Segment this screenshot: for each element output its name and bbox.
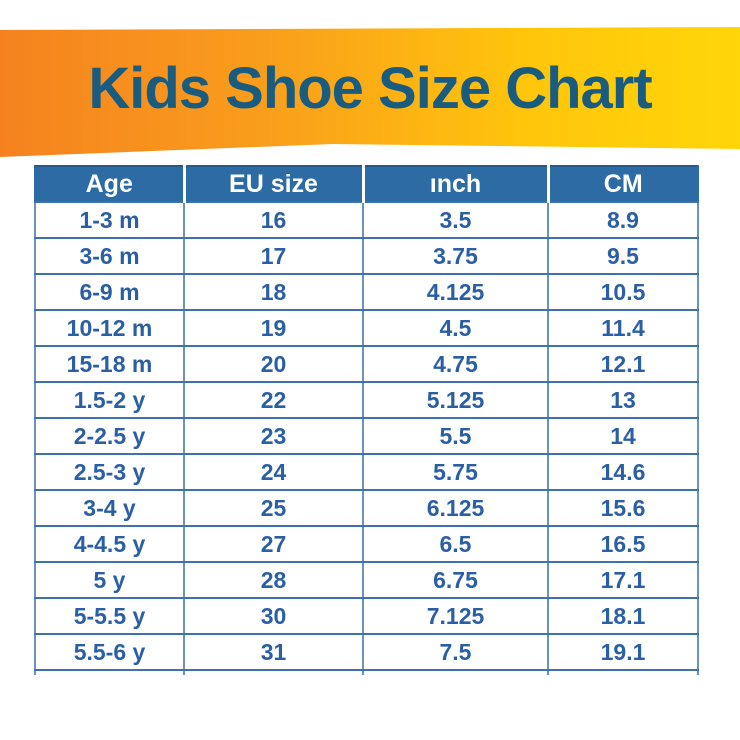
table-cell-eu-size: 30 — [183, 597, 364, 635]
table-cell-age: 6-9 m — [34, 273, 185, 311]
table-cell-age: 4-4.5 y — [34, 525, 185, 563]
table-cell-cm: 14.6 — [547, 453, 699, 491]
table-cell-eu-size: 18 — [183, 273, 364, 311]
table-cell-age: 10-12 m — [34, 309, 185, 347]
table-cell-inch: 6.5 — [362, 525, 549, 563]
table-cell-cm: 19.1 — [547, 633, 699, 671]
table-row: 6-9 m 18 4.125 10.5 — [34, 273, 699, 311]
table-cell-cm: 11.4 — [547, 309, 699, 347]
table-cell-eu-size: 28 — [183, 561, 364, 599]
table-cell-cm: 9.5 — [547, 237, 699, 275]
shoe-size-table: Age EU size ınch CM 1-3 m 16 3.5 8.9 3-6 m 17 3.7… — [34, 165, 699, 675]
table-cell-inch: 7.125 — [362, 597, 549, 635]
table-cell-eu-size: 23 — [183, 417, 364, 455]
table-row: 5.5-6 y 31 7.5 19.1 — [34, 633, 699, 671]
table-row: 3-6 m 17 3.75 9.5 — [34, 237, 699, 275]
table-cell-eu-size: 31 — [183, 633, 364, 671]
table-cell-eu-size: 17 — [183, 237, 364, 275]
cutoff-cell — [547, 669, 699, 675]
table-row: 2.5-3 y 24 5.75 14.6 — [34, 453, 699, 491]
table-cell-inch: 5.125 — [362, 381, 549, 419]
table-cell-cm: 18.1 — [547, 597, 699, 635]
table-cell-cm: 13 — [547, 381, 699, 419]
table-row: 15-18 m 20 4.75 12.1 — [34, 345, 699, 383]
table-cell-cm: 14 — [547, 417, 699, 455]
cutoff-row — [34, 669, 699, 675]
table-cell-age: 2-2.5 y — [34, 417, 185, 455]
table-cell-eu-size: 25 — [183, 489, 364, 527]
column-header-age: Age — [34, 165, 186, 203]
table-row: 3-4 y 25 6.125 15.6 — [34, 489, 699, 527]
table-row: 1.5-2 y 22 5.125 13 — [34, 381, 699, 419]
table-cell-inch: 7.5 — [362, 633, 549, 671]
table-cell-age: 3-4 y — [34, 489, 185, 527]
table-row: 10-12 m 19 4.5 11.4 — [34, 309, 699, 347]
table-row: 4-4.5 y 27 6.5 16.5 — [34, 525, 699, 563]
table-cell-inch: 6.75 — [362, 561, 549, 599]
table-cell-inch: 3.75 — [362, 237, 549, 275]
table-cell-cm: 16.5 — [547, 525, 699, 563]
table-cell-eu-size: 19 — [183, 309, 364, 347]
table-cell-age: 2.5-3 y — [34, 453, 185, 491]
table-cell-age: 3-6 m — [34, 237, 185, 275]
table-cell-age: 1-3 m — [34, 201, 185, 239]
table-cell-eu-size: 22 — [183, 381, 364, 419]
column-header-eu-size: EU size — [182, 165, 365, 203]
table-row: 1-3 m 16 3.5 8.9 — [34, 201, 699, 239]
table-cell-age: 1.5-2 y — [34, 381, 185, 419]
table-cell-inch: 4.75 — [362, 345, 549, 383]
table-cell-inch: 6.125 — [362, 489, 549, 527]
table-cell-inch: 3.5 — [362, 201, 549, 239]
table-header: Age EU size ınch CM — [34, 165, 699, 203]
table-cell-inch: 4.5 — [362, 309, 549, 347]
table-cell-eu-size: 24 — [183, 453, 364, 491]
column-header-cm: CM — [546, 165, 699, 203]
cutoff-cell — [183, 669, 364, 675]
cutoff-cell — [362, 669, 549, 675]
cutoff-cell — [34, 669, 185, 675]
header-row: Age EU size ınch CM — [34, 165, 699, 203]
table-cell-age: 15-18 m — [34, 345, 185, 383]
table-cell-age: 5.5-6 y — [34, 633, 185, 671]
table-cell-cm: 15.6 — [547, 489, 699, 527]
table-cell-inch: 4.125 — [362, 273, 549, 311]
table-row: 5-5.5 y 30 7.125 18.1 — [34, 597, 699, 635]
page-title: Kids Shoe Size Chart — [88, 55, 652, 121]
title-banner — [0, 27, 740, 157]
table-cell-age: 5-5.5 y — [34, 597, 185, 635]
table-cell-eu-size: 16 — [183, 201, 364, 239]
table-cell-inch: 5.5 — [362, 417, 549, 455]
table-cell-inch: 5.75 — [362, 453, 549, 491]
table-cell-cm: 10.5 — [547, 273, 699, 311]
table-cell-eu-size: 20 — [183, 345, 364, 383]
table-cell-age: 5 y — [34, 561, 185, 599]
table-cell-cm: 17.1 — [547, 561, 699, 599]
table-cell-cm: 12.1 — [547, 345, 699, 383]
table-cell-cm: 8.9 — [547, 201, 699, 239]
column-header-inch: ınch — [361, 165, 550, 203]
table-row: 2-2.5 y 23 5.5 14 — [34, 417, 699, 455]
table-row: 5 y 28 6.75 17.1 — [34, 561, 699, 599]
table-cell-eu-size: 27 — [183, 525, 364, 563]
